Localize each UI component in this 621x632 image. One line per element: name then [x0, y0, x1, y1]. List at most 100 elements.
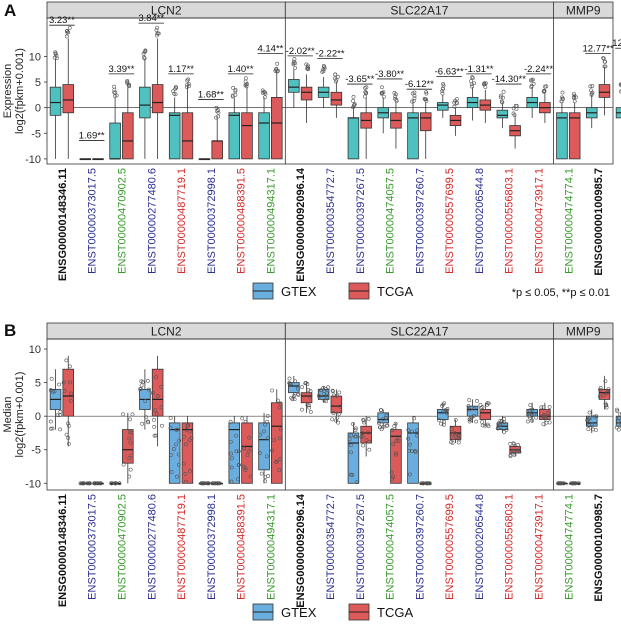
- gtex-point: [590, 84, 595, 88]
- tcga-point: [241, 464, 246, 469]
- gtex-point: [531, 81, 536, 86]
- gtex-point: [322, 391, 327, 396]
- tcga-box: [271, 402, 283, 484]
- tcga-point: [392, 424, 397, 428]
- x-tick-label: ENST00000487719.1: [176, 168, 188, 274]
- gtex-point: [234, 449, 239, 454]
- tcga-point: [248, 474, 253, 479]
- tcga-point: [216, 114, 221, 119]
- legend-label-gtex: GTEX: [281, 605, 317, 620]
- tcga-point: [159, 384, 164, 389]
- gtex-point: [589, 88, 593, 93]
- x-tick-label: ENSG00000092096.14: [295, 493, 307, 608]
- gtex-point: [475, 399, 479, 403]
- tcga-point: [300, 385, 304, 390]
- transcript-ENST00000397260.7: -6.12** ENST00000397260.7: [405, 79, 434, 274]
- gtex-point: [615, 409, 620, 414]
- tcga-point: [66, 421, 70, 426]
- tcga-point: [511, 106, 516, 111]
- y-tick-label: 5: [35, 378, 41, 390]
- gtex-point: [443, 407, 448, 412]
- y-axis-label: Expressionlog2(fpkm+0.001): [2, 48, 26, 134]
- tcga-point: [307, 394, 312, 399]
- panel-letter: A: [4, 1, 16, 20]
- tcga-point: [391, 442, 396, 446]
- gtex-point: [143, 399, 148, 404]
- x-tick-label: ENST00000470902.5: [116, 494, 128, 600]
- transcript-ENST00000206544.8: ENST00000206544.8: [466, 398, 492, 600]
- gtex-point: [410, 91, 415, 96]
- tcga-point: [214, 115, 218, 120]
- tcga-box: [360, 425, 372, 444]
- transcript-ENST00000473917.1: ENST00000473917.1: [525, 402, 552, 600]
- tcga-point: [307, 403, 311, 408]
- transcript-ENST00000556803.1: -14.30** ENST00000556803.1: [492, 74, 527, 274]
- tcga-box: [300, 392, 313, 404]
- gtex-point: [236, 449, 241, 454]
- gtex-point: [527, 408, 532, 413]
- x-tick-label: ENST00000556803.1: [504, 168, 516, 274]
- tcga-point: [240, 416, 245, 421]
- tcga-point: [454, 100, 459, 105]
- gtex-point: [287, 381, 292, 385]
- tcga-point: [189, 435, 194, 440]
- gtex-point: [406, 428, 411, 432]
- tcga-box: [419, 112, 432, 132]
- gtex-point: [174, 442, 178, 447]
- tcga-point: [572, 481, 577, 486]
- gtex-box: [258, 112, 270, 160]
- transcript-ENSG00000100985.7: ENSG00000100985.7: [585, 375, 611, 602]
- gtex-point: [556, 481, 561, 486]
- gtex-point: [353, 426, 358, 431]
- tcga-point: [395, 435, 400, 439]
- tcga-point: [159, 405, 164, 410]
- gtex-point: [231, 86, 236, 90]
- annotation-value: -2.24**: [524, 64, 553, 75]
- gtex-point: [145, 378, 150, 383]
- y-tick-label: -5: [31, 445, 41, 457]
- x-tick-label: ENST00000556803.1: [504, 494, 516, 600]
- tcga-point: [396, 439, 401, 443]
- tcga-point: [274, 459, 279, 464]
- transcript-ENSG00000092096.14: ENSG00000092096.14: [287, 375, 313, 608]
- tcga-point: [66, 423, 71, 428]
- tcga-point: [242, 446, 246, 451]
- gtex-point: [48, 388, 53, 392]
- gtex-point: [502, 429, 506, 434]
- transcript-ENSG00000092096.14: -2.02** ENSG00000092096.14: [286, 46, 315, 282]
- tcga-point: [245, 453, 250, 458]
- gtex-point: [233, 88, 238, 92]
- gtex-point: [619, 83, 621, 87]
- annotation-value: -2.02**: [286, 46, 315, 57]
- tcga-box: [122, 112, 134, 160]
- gtex-point: [354, 434, 359, 439]
- tcga-point: [456, 440, 461, 445]
- tcga-point: [306, 388, 311, 392]
- y-tick-label: 10: [29, 51, 41, 63]
- gtex-point: [146, 419, 150, 424]
- gtex-point: [412, 416, 417, 421]
- x-tick-label: ENST00000494317.1: [265, 494, 277, 600]
- tcga-point: [572, 99, 577, 104]
- tcga-point: [331, 411, 336, 415]
- tcga-point: [394, 92, 398, 97]
- annotation-value: 1.40**: [228, 64, 254, 75]
- gtex-point: [587, 410, 592, 415]
- tcga-point: [451, 436, 456, 441]
- tcga-point: [330, 417, 335, 422]
- tcga-point: [154, 375, 159, 380]
- transcript-ENST00000372998.1: 1.68** ENST00000372998.1: [198, 89, 224, 273]
- gtex-point: [379, 91, 384, 95]
- gtex-point: [527, 412, 532, 417]
- gtex-point: [139, 383, 144, 388]
- gtex-point: [234, 433, 238, 438]
- gtex-point: [560, 96, 565, 101]
- gtex-point: [352, 103, 357, 107]
- tcga-point: [602, 393, 606, 398]
- tcga-box: [330, 395, 343, 414]
- tcga-point: [486, 401, 491, 406]
- gtex-point: [263, 479, 268, 484]
- transcript-ENST00000470902.5: ENST00000470902.5: [109, 412, 135, 600]
- gtex-point: [324, 391, 329, 395]
- y-axis-label-line: log2(fpkm+0.001): [14, 48, 26, 134]
